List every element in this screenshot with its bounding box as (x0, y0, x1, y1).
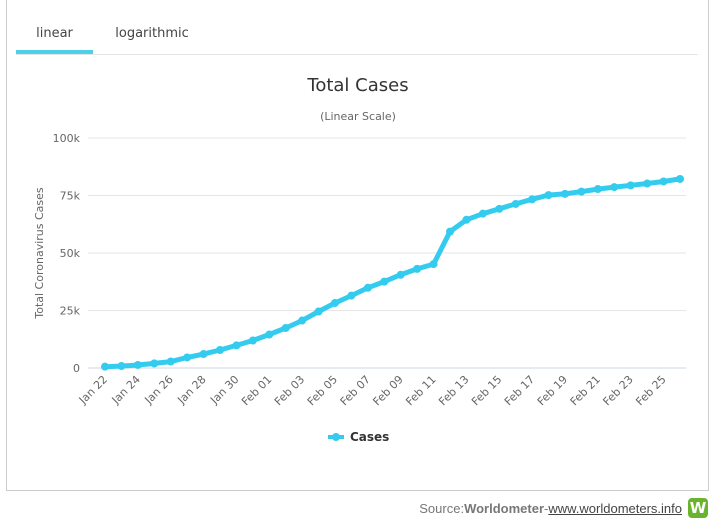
data-point (150, 359, 159, 368)
x-tick-label: Feb 19 (535, 373, 570, 408)
data-point (462, 215, 471, 224)
data-point (610, 183, 619, 192)
data-point (544, 191, 553, 200)
data-point (626, 181, 635, 190)
x-tick-label: Feb 15 (469, 373, 504, 408)
x-tick-label: Jan 24 (109, 373, 143, 407)
tab-logarithmic[interactable]: logarithmic (115, 26, 189, 41)
legend[interactable]: Cases (328, 430, 389, 444)
data-point (396, 270, 405, 279)
x-tick-label: Feb 07 (338, 373, 373, 408)
x-tick-label: Feb 17 (502, 373, 537, 408)
grid-lines (88, 137, 686, 369)
data-point (166, 357, 175, 366)
data-point (133, 360, 142, 369)
data-point (380, 277, 389, 286)
data-point (676, 174, 684, 183)
series-layer (101, 174, 684, 371)
data-point (117, 362, 126, 371)
y-tick-label: 100k (53, 132, 81, 145)
data-point (429, 260, 438, 269)
x-tick-label: Feb 23 (600, 373, 635, 408)
tab-linear[interactable]: linear (16, 18, 93, 54)
x-tick-label: Feb 11 (403, 373, 438, 408)
data-point (511, 199, 520, 208)
data-point (577, 187, 586, 196)
x-tick-label: Feb 13 (436, 373, 471, 408)
chart-subtitle: (Linear Scale) (320, 110, 396, 123)
data-point (446, 227, 454, 236)
data-point (298, 316, 307, 325)
data-point (347, 291, 356, 300)
legend-swatch-marker (332, 433, 340, 441)
data-point (183, 353, 192, 362)
y-tick-label: 25k (60, 305, 81, 318)
y-axis-title: Total Coronavirus Cases (33, 187, 46, 320)
source-link[interactable]: www.worldometers.info (548, 500, 682, 516)
x-tick-label: Feb 25 (633, 373, 668, 408)
source-name: Worldometer (464, 500, 544, 516)
source-credit: Source: Worldometer - www.worldometers.i… (419, 497, 708, 519)
data-point (248, 336, 257, 345)
data-point (528, 195, 537, 204)
x-tick-label: Jan 28 (174, 373, 208, 407)
chart-title: Total Cases (306, 75, 408, 96)
x-tick-label: Feb 03 (272, 373, 307, 408)
data-point (593, 185, 602, 194)
data-point (495, 204, 504, 213)
x-tick-label: Feb 05 (305, 373, 340, 408)
legend-label-cases: Cases (350, 430, 389, 444)
worldometer-logo-icon: W (688, 498, 708, 518)
data-point (331, 298, 339, 307)
data-point (659, 177, 668, 186)
source-separator: - (544, 500, 549, 516)
y-axis-ticks: 0 25k 50k 75k 100k (53, 132, 81, 375)
data-point (561, 189, 569, 198)
x-tick-label: Feb 01 (239, 373, 274, 408)
y-tick-label: 0 (73, 362, 80, 375)
data-point (643, 179, 652, 188)
x-tick-label: Feb 21 (568, 373, 603, 408)
series-line-cases (102, 176, 683, 370)
x-tick-label: Feb 09 (370, 373, 405, 408)
x-tick-label: Jan 26 (142, 373, 176, 407)
source-prefix: Source: (419, 500, 465, 516)
y-tick-label: 75k (60, 190, 81, 203)
x-tick-label: Jan 22 (76, 373, 110, 407)
data-point (478, 209, 487, 218)
data-point (265, 330, 274, 339)
y-tick-label: 50k (60, 247, 81, 260)
data-point (216, 346, 224, 355)
data-point (314, 307, 323, 316)
data-point (281, 324, 290, 333)
data-point (413, 264, 422, 273)
x-tick-label: Jan 30 (207, 373, 241, 407)
chart-frame (6, 0, 709, 491)
data-point (232, 341, 241, 350)
data-point (199, 350, 208, 359)
scale-tabs: linear logarithmic (16, 18, 698, 55)
data-point (101, 362, 109, 371)
data-point (363, 283, 372, 292)
